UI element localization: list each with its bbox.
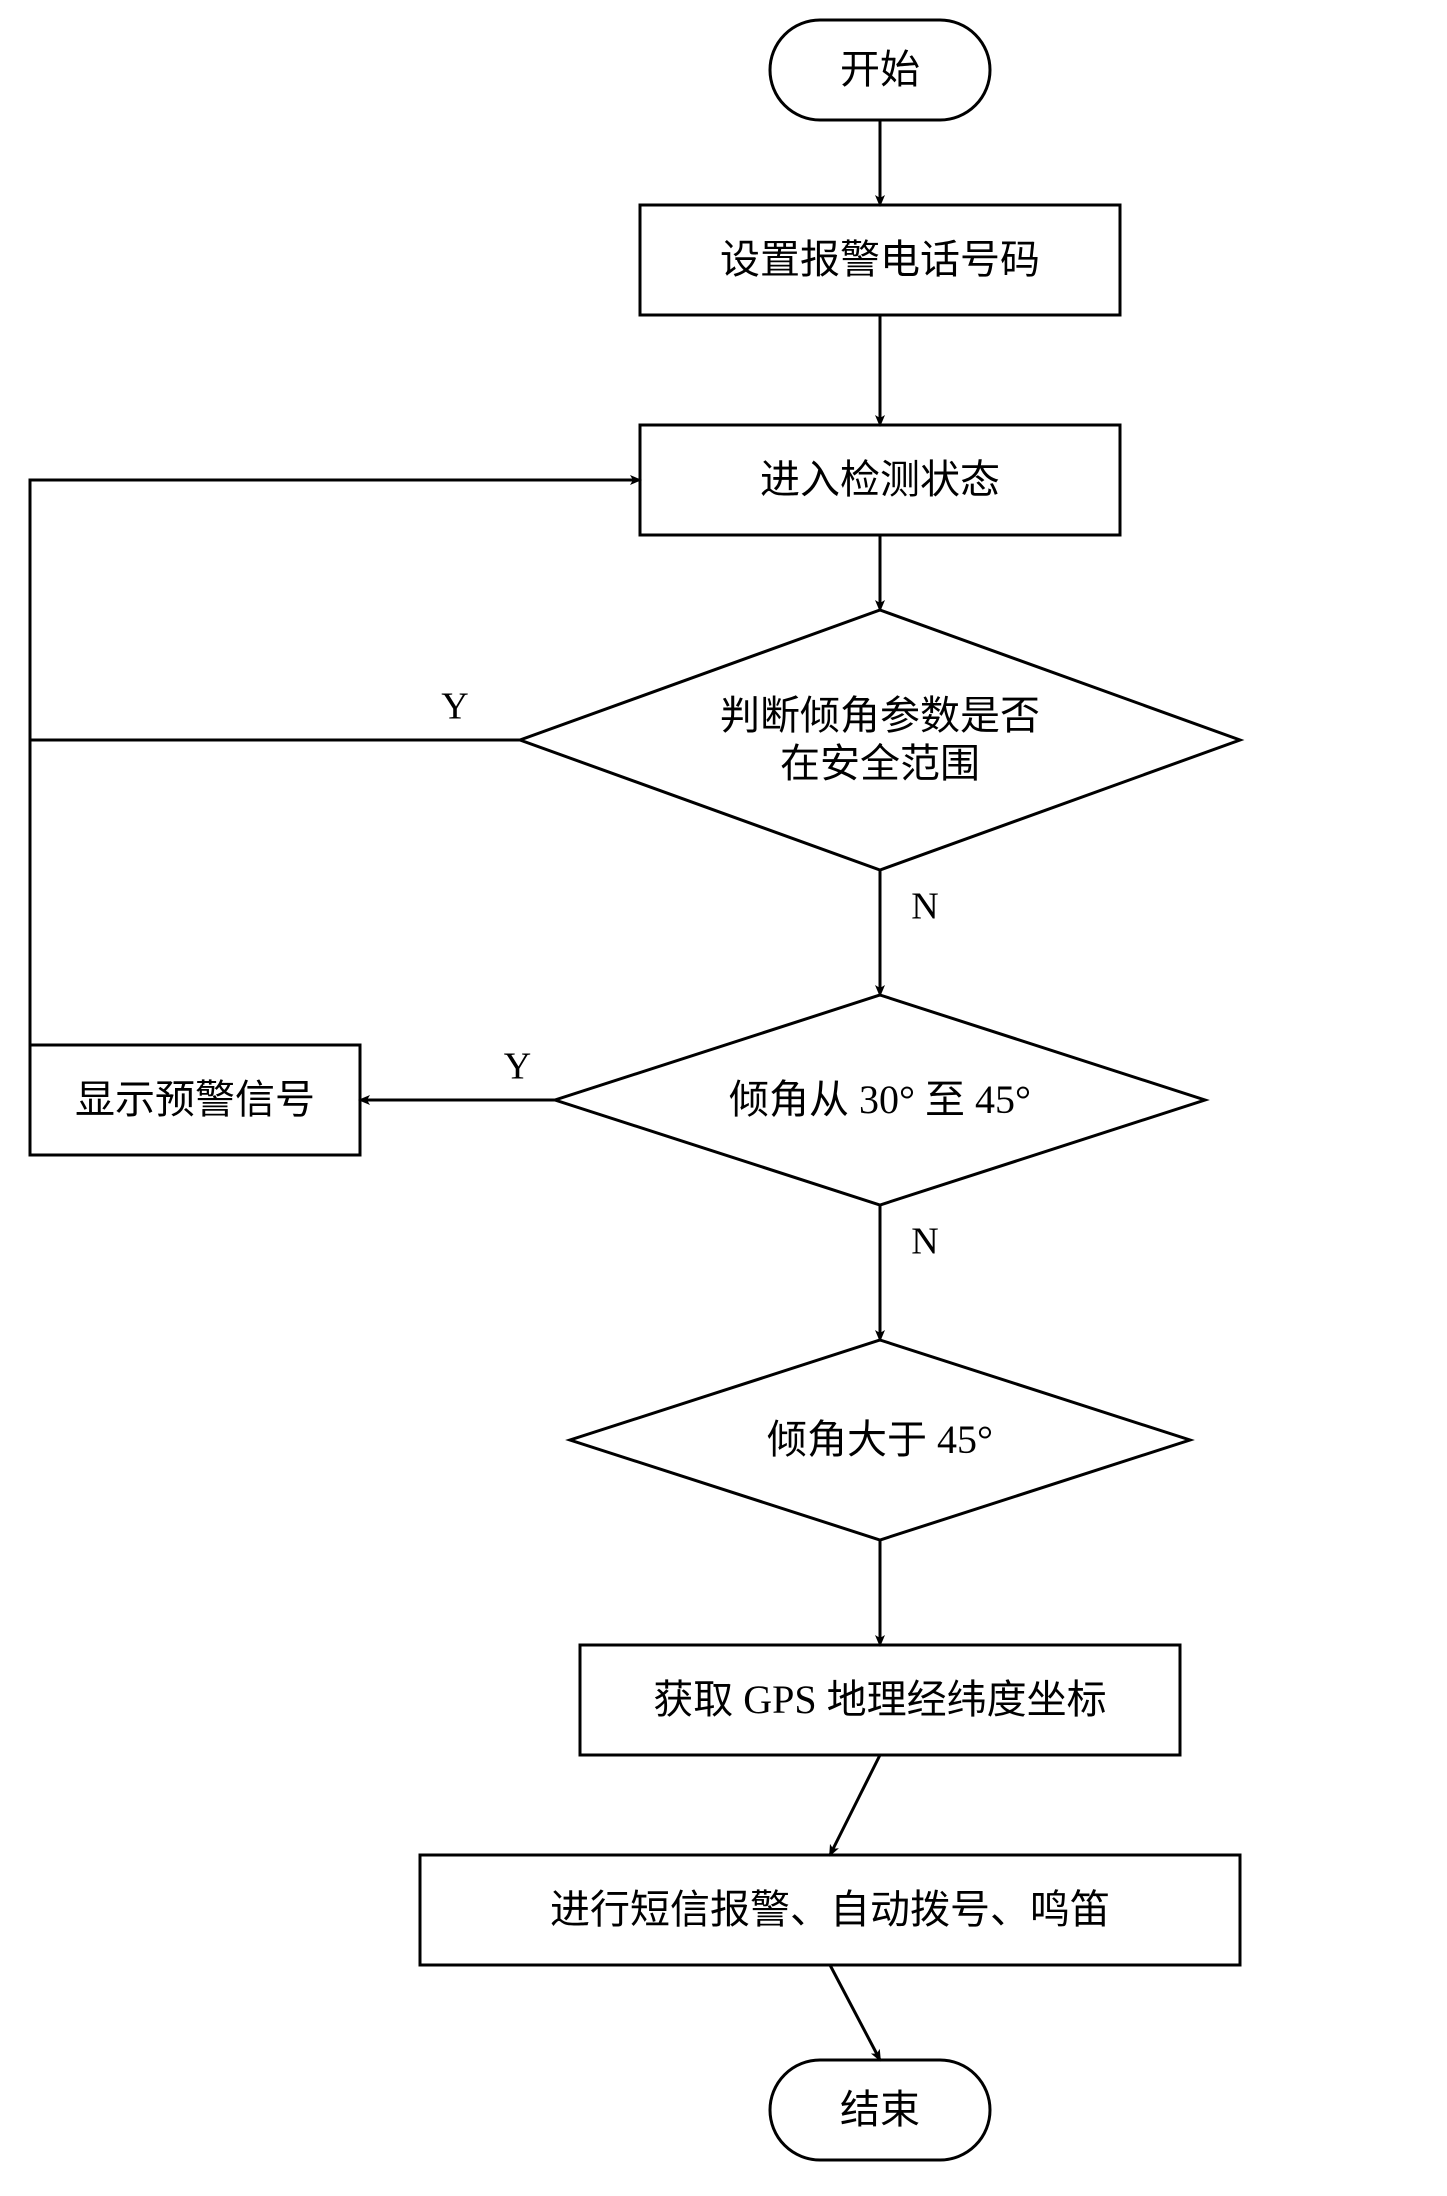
svg-text:获取 GPS 地理经纬度坐标: 获取 GPS 地理经纬度坐标 [653, 1677, 1106, 1722]
svg-text:在安全范围: 在安全范围 [780, 741, 980, 786]
svg-text:结束: 结束 [840, 2087, 920, 2132]
svg-text:开始: 开始 [840, 47, 920, 92]
svg-text:判断倾角参数是否: 判断倾角参数是否 [720, 693, 1040, 738]
svg-text:设置报警电话号码: 设置报警电话号码 [720, 237, 1040, 282]
svg-text:倾角大于 45°: 倾角大于 45° [767, 1417, 993, 1462]
svg-text:进入检测状态: 进入检测状态 [760, 457, 1000, 502]
node-d1 [520, 610, 1240, 870]
flowchart-canvas: 开始设置报警电话号码进入检测状态判断倾角参数是否在安全范围倾角从 30° 至 4… [0, 0, 1447, 2196]
svg-text:Y: Y [441, 686, 468, 728]
svg-text:N: N [911, 886, 938, 928]
svg-text:N: N [911, 1221, 938, 1263]
svg-text:进行短信报警、自动拨号、鸣笛: 进行短信报警、自动拨号、鸣笛 [550, 1887, 1110, 1932]
svg-text:倾角从 30° 至 45°: 倾角从 30° 至 45° [729, 1077, 1031, 1122]
svg-text:Y: Y [504, 1046, 531, 1088]
svg-text:显示预警信号: 显示预警信号 [75, 1077, 315, 1122]
